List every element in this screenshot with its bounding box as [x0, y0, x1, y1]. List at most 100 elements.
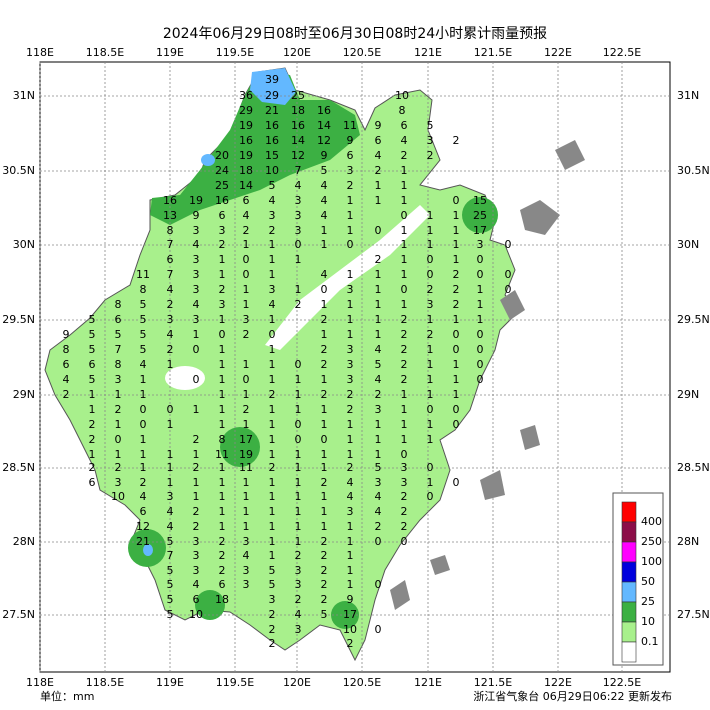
station-value: 4 — [321, 268, 328, 281]
rain-10-area — [462, 197, 498, 233]
station-value: 2 — [193, 520, 200, 533]
y-tick-label: 29N — [677, 388, 699, 401]
legend: 400 250 100 50 25 10 0.1 — [612, 492, 664, 666]
station-value: 16 — [265, 134, 279, 147]
station-value: 2 — [193, 505, 200, 518]
station-value: 5 — [167, 593, 174, 606]
station-value: 2 — [269, 608, 276, 621]
station-value: 3 — [269, 283, 276, 296]
station-value: 15 — [265, 149, 279, 162]
station-value: 1 — [401, 298, 408, 311]
station-value: 2 — [321, 388, 328, 401]
station-value: 1 — [243, 418, 250, 431]
station-value: 8 — [140, 283, 147, 296]
station-value: 3 — [243, 535, 250, 548]
station-value: 5 — [269, 179, 276, 192]
station-value: 2 — [89, 418, 96, 431]
station-value: 2 — [140, 476, 147, 489]
station-value: 1 — [219, 490, 226, 503]
station-value: 1 — [375, 194, 382, 207]
station-value: 0 — [269, 328, 276, 341]
station-value: 1 — [193, 448, 200, 461]
station-value: 5 — [140, 298, 147, 311]
island — [520, 425, 540, 450]
station-value: 2 — [375, 164, 382, 177]
station-value: 20 — [215, 149, 229, 162]
station-value: 1 — [269, 313, 276, 326]
station-value: 16 — [215, 194, 229, 207]
station-value: 3 — [347, 283, 354, 296]
island — [430, 555, 450, 575]
station-value: 4 — [167, 283, 174, 296]
station-value: 2 — [401, 373, 408, 386]
x-tick-label: 120.5E — [343, 676, 381, 689]
x-tick-label: 121.5E — [474, 46, 512, 59]
x-tick-label: 120.5E — [343, 46, 381, 59]
station-value: 0 — [477, 253, 484, 266]
rain-10-area — [220, 427, 260, 467]
station-value: 1 — [269, 505, 276, 518]
station-value: 1 — [347, 268, 354, 281]
station-value: 3 — [193, 549, 200, 562]
station-value: 1 — [219, 461, 226, 474]
station-value: 2 — [63, 388, 70, 401]
station-value: 10 — [395, 89, 409, 102]
station-value: 5 — [89, 328, 96, 341]
station-value: 8 — [219, 433, 226, 446]
station-value: 1 — [347, 209, 354, 222]
y-tick-label: 29.5N — [2, 313, 35, 326]
station-value: 4 — [295, 608, 302, 621]
station-value: 1 — [375, 268, 382, 281]
station-value: 3 — [401, 476, 408, 489]
station-value: 6 — [243, 194, 250, 207]
station-value: 0 — [427, 268, 434, 281]
water-area — [265, 205, 430, 350]
station-value: 0 — [477, 343, 484, 356]
station-value: 2 — [401, 505, 408, 518]
station-value: 13 — [163, 209, 177, 222]
station-value: 1 — [427, 418, 434, 431]
station-value: 8 — [115, 358, 122, 371]
station-value: 4 — [321, 179, 328, 192]
station-value: 1 — [140, 448, 147, 461]
legend-swatch — [621, 581, 637, 603]
station-value: 0 — [295, 238, 302, 251]
station-value: 2 — [401, 149, 408, 162]
station-value: 1 — [219, 520, 226, 533]
station-value: 3 — [347, 373, 354, 386]
station-value: 0 — [427, 403, 434, 416]
station-value: 1 — [269, 520, 276, 533]
station-value: 1 — [321, 448, 328, 461]
station-value: 1 — [321, 461, 328, 474]
station-value: 1 — [321, 328, 328, 341]
station-value: 19 — [239, 149, 253, 162]
station-value: 1 — [347, 578, 354, 591]
x-tick-label: 121E — [414, 46, 442, 59]
station-value: 1 — [295, 403, 302, 416]
station-value: 2 — [401, 490, 408, 503]
station-value: 1 — [401, 388, 408, 401]
station-value: 1 — [295, 388, 302, 401]
station-value: 2 — [115, 403, 122, 416]
x-tick-label: 118E — [26, 46, 54, 59]
station-value: 3 — [347, 343, 354, 356]
station-value: 2 — [321, 358, 328, 371]
station-value: 2 — [375, 253, 382, 266]
x-tick-label: 119.5E — [216, 676, 254, 689]
station-value: 1 — [347, 433, 354, 446]
station-value: 0 — [505, 268, 512, 281]
station-value: 1 — [167, 418, 174, 431]
islands — [390, 140, 585, 610]
y-tick-label: 30.5N — [677, 164, 710, 177]
island — [520, 200, 560, 235]
station-value: 2 — [453, 283, 460, 296]
station-value: 5 — [167, 578, 174, 591]
station-value: 1 — [427, 433, 434, 446]
rain-10-area — [150, 72, 360, 225]
station-value: 4 — [193, 298, 200, 311]
station-value: 2 — [401, 328, 408, 341]
station-value: 1 — [219, 358, 226, 371]
station-value: 1 — [269, 535, 276, 548]
station-value: 0 — [401, 448, 408, 461]
